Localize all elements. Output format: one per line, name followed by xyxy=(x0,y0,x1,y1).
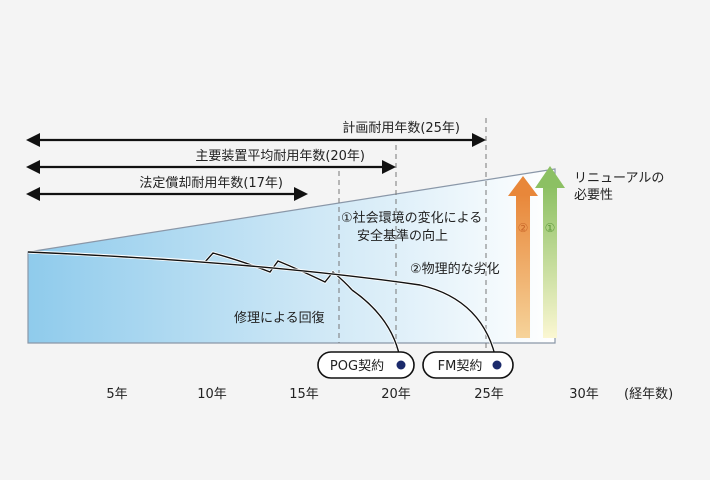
span-label-equipment: 主要装置平均耐用年数(20年) xyxy=(195,149,365,164)
x-tick-15: 15年 xyxy=(289,387,319,402)
x-axis-unit: (経年数) xyxy=(624,387,673,402)
fm-decline-curve-inner xyxy=(27,251,498,365)
contract-fm-dot xyxy=(492,360,502,370)
x-tick-20: 20年 xyxy=(381,387,411,402)
span-equipment-life: 主要装置平均耐用年数(20年) xyxy=(26,149,396,174)
renewal-label-line1: リニューアルの xyxy=(574,171,664,186)
span-planned-life: 計画耐用年数(25年) xyxy=(26,120,486,147)
arrow-green: ① xyxy=(535,166,565,338)
arrow-orange-label: ② xyxy=(518,221,529,235)
social-label-line1: ①社会環境の変化による xyxy=(341,210,482,226)
contract-fm: FM契約 xyxy=(422,351,514,379)
x-tick-5: 5年 xyxy=(106,387,127,402)
arrow-orange: ② xyxy=(508,176,538,338)
renewal-label-line2: 必要性 xyxy=(574,188,613,203)
condition-wedge xyxy=(27,168,556,344)
contract-pog: POG契約 xyxy=(317,351,415,379)
contract-pog-label: POG契約 xyxy=(330,359,384,374)
span-legal-life: 法定償却耐用年数(17年) xyxy=(26,176,308,201)
x-tick-30: 30年 xyxy=(569,387,599,402)
repair-label: 修理による回復 xyxy=(234,310,325,326)
physical-label: ②物理的な劣化 xyxy=(410,261,500,277)
span-label-planned: 計画耐用年数(25年) xyxy=(342,120,460,136)
contract-fm-label: FM契約 xyxy=(438,359,483,374)
contract-pog-dot xyxy=(396,360,406,370)
social-label-line2: 安全基準の向上 xyxy=(357,228,448,244)
x-tick-25: 25年 xyxy=(474,387,504,402)
span-label-legal: 法定償却耐用年数(17年) xyxy=(139,176,283,191)
arrow-green-label: ① xyxy=(545,221,556,235)
x-tick-10: 10年 xyxy=(197,387,227,402)
